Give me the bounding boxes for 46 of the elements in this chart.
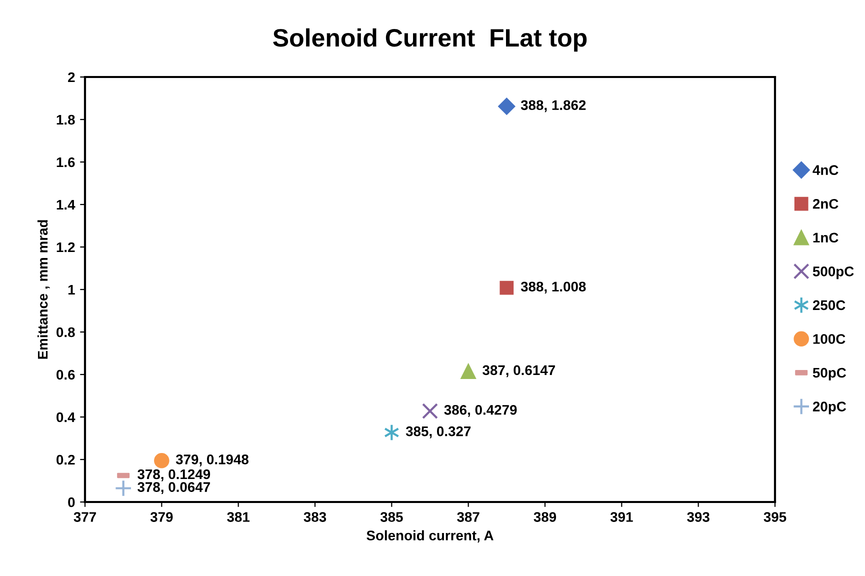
x-tick-label: 391 [610,512,633,522]
x-tick-label: 383 [304,512,326,522]
data-label: 378, 0.0647 [138,482,210,494]
x-tick-label: 377 [74,512,96,522]
y-tick-label: 1.2 [56,242,75,252]
point [500,280,514,295]
x-tick-label: 393 [687,512,710,522]
data-label: 378, 0.1249 [138,469,210,482]
point [498,98,516,115]
x-axis-title: Solenoid current, A [366,530,494,542]
point [422,403,438,420]
legend-label: 250C [812,300,846,310]
legend-label: 100C [813,334,846,344]
y-tick-label: 2 [68,72,75,82]
point [154,452,170,468]
data-label: 388, 1.862 [520,100,586,112]
x-tick-label: 387 [457,512,480,522]
y-tick-label: 0.8 [56,327,75,338]
y-tick-label: 1 [68,284,75,295]
data-label: 379, 0.1948 [176,454,248,466]
legend-label: 20pC [812,402,846,414]
y-tick-label: 0 [68,497,75,508]
y-tick-label: 0.6 [56,370,75,380]
data-label: 386, 0.4279 [444,404,517,417]
legend-label: 50pC [812,368,846,380]
x-tick-label: 389 [534,512,556,522]
x-tick-label: 379 [150,512,173,522]
x-tick-label: 381 [227,512,250,522]
y-tick-label: 1.8 [56,114,75,125]
legend-label: 500pC [812,266,854,280]
legend-label: 2nC [812,198,838,209]
y-tick-label: 1.6 [56,157,75,168]
y-axis-title: Emittance , mm mrad [37,220,50,359]
y-tick-label: 0.2 [56,454,75,465]
point [460,364,476,380]
point [114,480,132,497]
y-tick-label: 1.4 [56,200,76,210]
legend-label: 4nC [812,165,838,175]
legend-label: 1nC [813,232,838,243]
x-tick-label: 385 [380,512,403,522]
data-label: 385, 0.327 [406,426,471,438]
chart-title: Solenoid Current FLat top [273,28,587,52]
data-label: 387, 0.6147 [482,365,555,378]
data-label: 388, 1.008 [520,282,586,294]
y-tick-label: 0.4 [56,412,76,422]
x-tick-label: 395 [764,512,786,522]
